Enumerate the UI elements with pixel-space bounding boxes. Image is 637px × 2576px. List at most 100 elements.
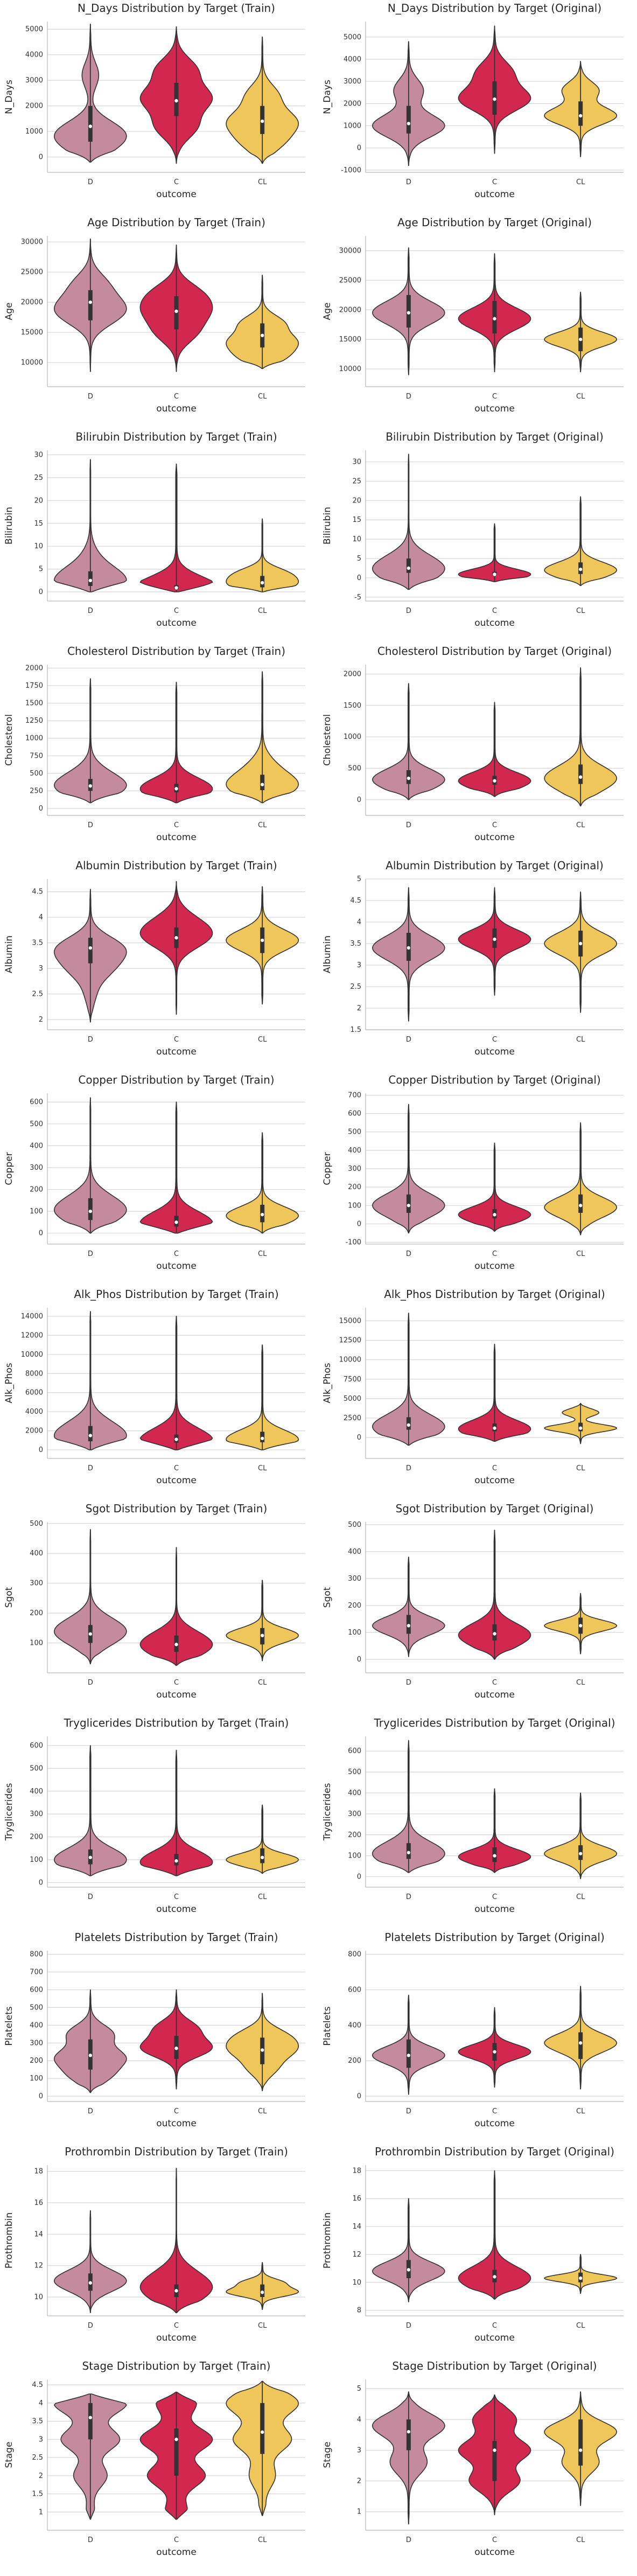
chart-title: Tryglicerides Distribution by Target (Tr… [64,1716,289,1729]
iqr-box [88,1426,93,1442]
y-tick-label: 1500 [25,700,43,708]
y-axis-label: Alk_Phos [322,1363,333,1403]
x-tick-label: D [88,1036,93,1044]
x-axis-label: outcome [156,1690,197,1700]
x-tick-label: C [492,2107,497,2116]
median-dot [260,1213,264,1217]
median-dot [174,2289,178,2293]
y-tick-label: 3.5 [32,939,43,947]
violin-chart-20: Platelets Distribution by Target (Origin… [322,1931,624,2129]
median-dot [260,2430,264,2434]
median-dot [260,333,264,337]
y-axis-label: N_Days [4,80,15,114]
iqr-box [578,2419,583,2466]
y-tick-label: 750 [30,752,43,760]
violin-chart-9: Albumin Distribution by Target (Train) 2 2… [4,859,305,1057]
x-tick-label: CL [576,1250,585,1258]
y-tick-label: 15000 [339,1317,361,1325]
x-tick-label: D [406,393,411,401]
x-axis-label: outcome [156,2547,197,2558]
median-dot [578,337,583,341]
x-tick-label: C [492,2322,497,2330]
iqr-box [260,774,265,791]
y-tick-label: 100 [348,1629,361,1637]
y-tick-label: 800 [348,1951,361,1959]
x-tick-label: C [174,178,179,186]
y-tick-label: 3 [39,965,43,973]
x-tick-label: D [406,1250,411,1258]
y-tick-label: 400 [30,1549,43,1558]
median-dot [493,2050,496,2054]
y-tick-label: 20 [34,497,43,505]
violin-chart-16: Sgot Distribution by Target (Original) 0 1… [322,1502,624,1700]
chart-title: Bilirubin Distribution by Target (Origin… [386,430,604,443]
x-tick-label: CL [576,821,585,829]
median-dot [578,1852,583,1855]
median-dot [88,1632,93,1636]
x-tick-label: D [406,2536,411,2544]
y-tick-label: 2000 [344,100,361,108]
x-axis-label: outcome [156,2333,197,2343]
median-dot [174,586,178,590]
y-tick-label: 300 [30,2039,43,2047]
y-tick-label: 15 [352,516,361,524]
y-tick-label: 2 [39,1016,43,1024]
x-axis-label: outcome [156,2118,197,2129]
median-dot [493,573,496,576]
median-dot [407,2430,411,2434]
x-tick-label: C [492,2536,497,2544]
chart-title: Sgot Distribution by Target (Train) [86,1502,268,1515]
y-tick-label: 400 [30,1142,43,1150]
y-tick-label: 100 [30,2075,43,2083]
median-dot [260,1633,264,1637]
iqr-box [88,571,93,586]
x-tick-label: C [492,1036,497,1044]
x-tick-label: C [174,1679,179,1687]
x-tick-label: D [406,1679,411,1687]
y-tick-label: 0 [39,2092,43,2100]
median-dot [174,936,178,940]
iqr-box [492,2441,497,2481]
chart-title: Stage Distribution by Target (Train) [82,2359,271,2372]
chart-title: Albumin Distribution by Target (Original… [386,859,604,872]
iqr-box [88,290,93,320]
y-tick-label: 8 [357,2307,361,2315]
x-tick-label: CL [258,393,267,401]
x-tick-label: CL [258,1036,267,1044]
y-axis-label: Age [322,303,333,320]
x-axis-label: outcome [156,1046,197,1057]
y-tick-label: 0 [39,1446,43,1454]
y-tick-label: 1750 [25,682,43,690]
iqr-box [406,2039,411,2068]
y-tick-label: 15000 [339,336,361,344]
x-axis-label: outcome [474,1475,515,1486]
x-tick-label: CL [576,1464,585,1472]
x-tick-label: D [88,1464,93,1472]
y-axis-label: Copper [4,1152,15,1185]
x-tick-label: CL [576,1893,585,1901]
x-axis-label: outcome [156,618,197,629]
y-tick-label: 3 [357,961,361,969]
chart-title: Sgot Distribution by Target (Original) [396,1502,594,1515]
y-tick-label: 600 [348,1986,361,1994]
x-tick-label: CL [258,607,267,615]
median-dot [578,2041,583,2045]
y-tick-label: 10 [34,542,43,550]
median-dot [407,311,411,315]
y-tick-label: 12 [352,2251,361,2259]
y-tick-label: 4 [39,913,43,922]
y-tick-label: 5000 [25,25,43,33]
iqr-box [578,764,583,784]
chart-title: Tryglicerides Distribution by Target (Or… [373,1716,615,1729]
y-tick-label: 5 [357,2385,361,2393]
x-axis-label: outcome [156,832,197,843]
y-tick-label: 3.5 [350,940,361,948]
y-tick-label: 300 [30,1580,43,1588]
y-tick-label: 2.5 [32,990,43,999]
violin-chart-8: Cholesterol Distribution by Target (Orig… [322,645,624,843]
chart-title: Cholesterol Distribution by Target (Orig… [377,645,612,658]
x-axis-label: outcome [156,1261,197,1272]
x-axis-label: outcome [156,1475,197,1486]
x-axis-label: outcome [474,403,515,414]
